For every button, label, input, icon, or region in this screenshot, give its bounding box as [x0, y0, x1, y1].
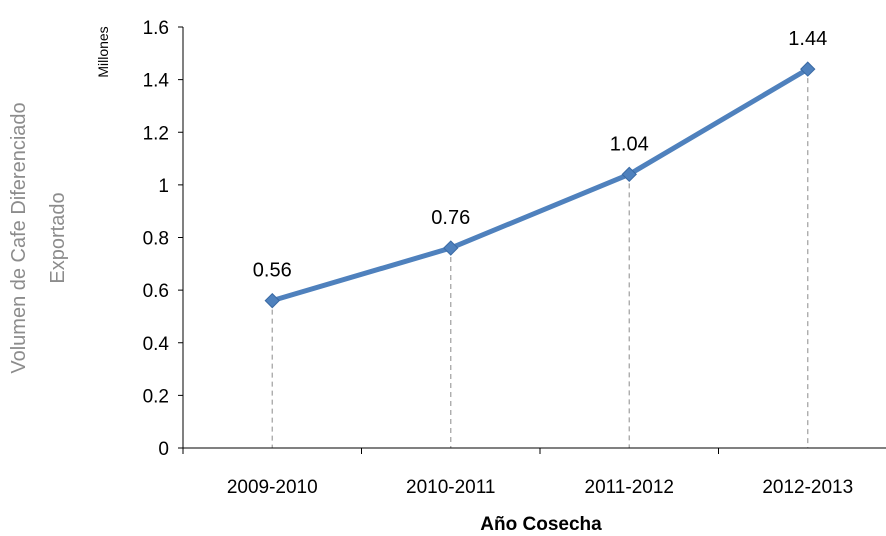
data-label: 1.04 — [610, 133, 649, 155]
y-axis-title: Volumen de Cafe Diferenciado Exportado — [8, 102, 69, 373]
series-marker — [443, 240, 459, 256]
y-tick-label: 0.8 — [143, 229, 169, 250]
x-tick-label: 2009-2010 — [227, 477, 318, 498]
y-tick-label: 0.6 — [143, 281, 169, 302]
y-tick-label: 1.6 — [143, 18, 169, 39]
y-tick-label: 0.4 — [143, 334, 170, 355]
y-tick-label: 0.2 — [143, 386, 169, 407]
data-label: 0.56 — [253, 260, 292, 282]
data-label: 0.76 — [431, 207, 470, 229]
drop-lines — [271, 69, 809, 448]
y-axis-title-line2: Exportado — [47, 192, 69, 283]
series-marker — [264, 292, 280, 309]
series-markers — [264, 61, 816, 309]
y-axis-title-line1: Volumen de Cafe Diferenciado — [8, 102, 30, 373]
series-line — [269, 66, 811, 304]
x-tick-label: 2010-2011 — [406, 477, 495, 498]
y-tick-label: 0 — [158, 439, 169, 460]
y-tick-label: 1 — [158, 176, 169, 197]
series-marker — [800, 61, 816, 77]
y-axis-unit-label: Millones — [95, 26, 111, 77]
x-tick-label: 2012-2013 — [762, 477, 853, 498]
y-tick-label: 1.4 — [143, 71, 170, 92]
series-marker — [621, 166, 637, 183]
x-axis-ticks: 2009-2010 2010-2011 2011-2012 2012-2013 — [182, 448, 853, 498]
y-axis-ticks: 0 0.2 0.4 0.6 0.8 1 1.2 1.4 1.6 — [143, 18, 183, 460]
x-axis-title: Año Cosecha — [480, 514, 602, 535]
data-labels: 0.56 0.76 1.04 1.44 — [253, 28, 827, 282]
x-tick-label: 2011-2012 — [585, 477, 674, 498]
y-tick-label: 1.2 — [143, 123, 169, 144]
data-label: 1.44 — [788, 28, 827, 50]
